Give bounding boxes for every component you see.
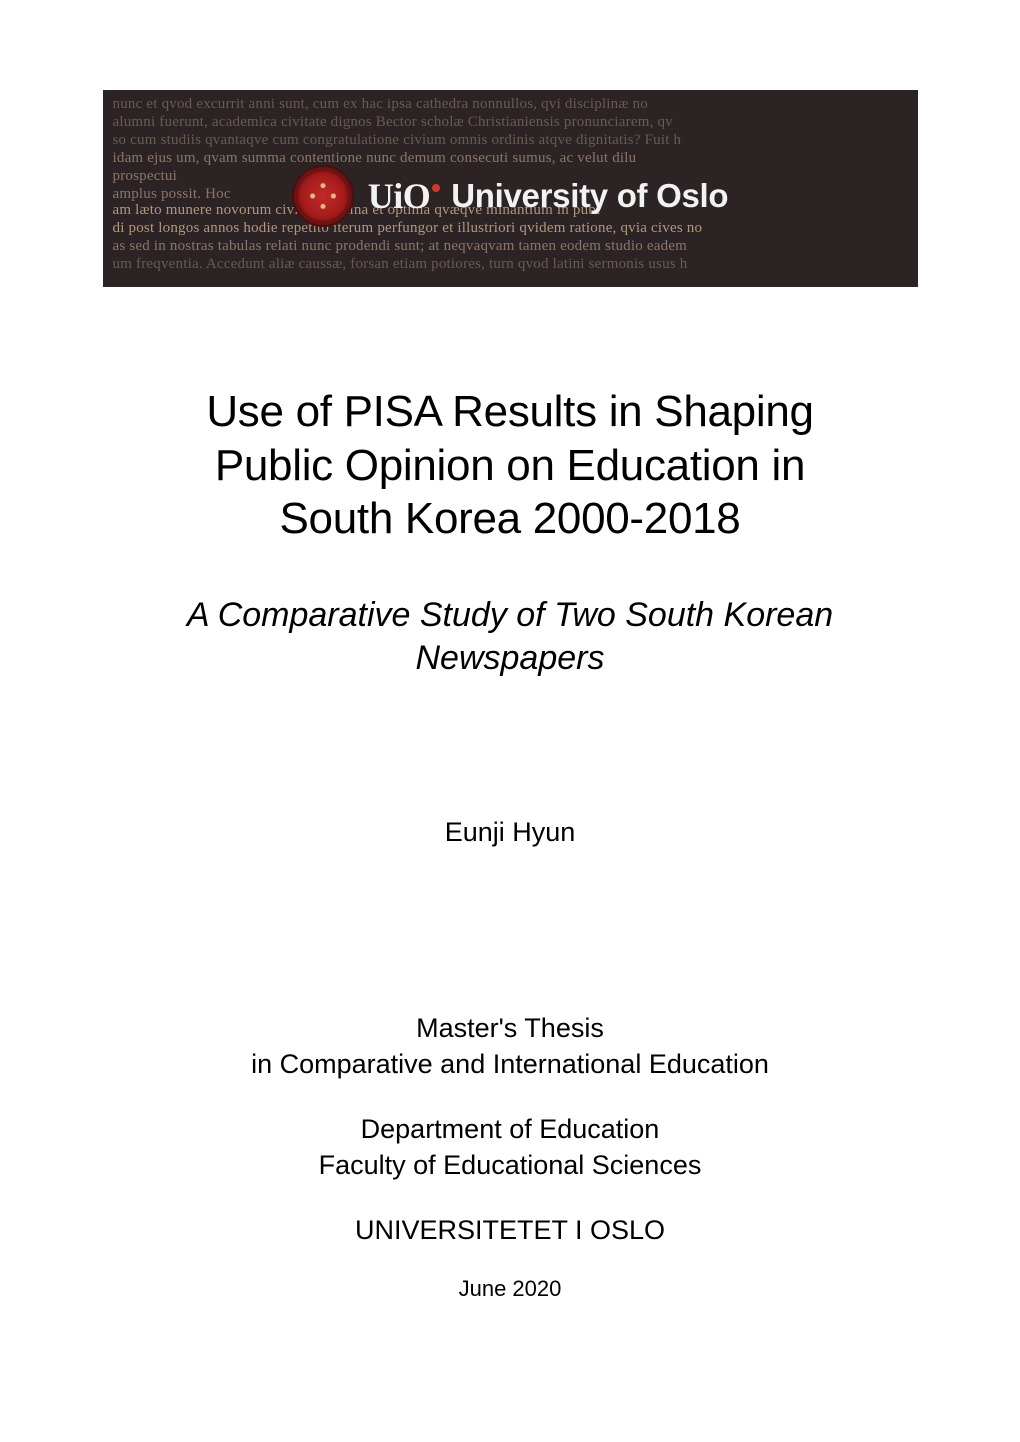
department: Department of Education xyxy=(251,1111,769,1147)
banner-latin-line: nunc et qvod excurrit anni sunt, cum ex … xyxy=(103,96,918,113)
thesis-title-page: nunc et qvod excurrit anni sunt, cum ex … xyxy=(0,0,1020,1442)
university-logo-row: UiO University of Oslo xyxy=(103,165,918,227)
banner-latin-line: um freqventia. Accedunt aliæ caussæ, for… xyxy=(103,256,918,273)
subtitle-line: Newspapers xyxy=(187,637,833,680)
thesis-title: Use of PISA Results in Shaping Public Op… xyxy=(206,385,813,546)
faculty: Faculty of Educational Sciences xyxy=(251,1147,769,1183)
university-name: University of Oslo xyxy=(451,177,728,215)
thesis-type: Master's Thesis xyxy=(251,1010,769,1046)
banner-latin-line: so cum studiis qvantaqve cum congratulat… xyxy=(103,132,918,149)
author-name: Eunji Hyun xyxy=(445,817,576,848)
uio-dot-icon xyxy=(432,184,440,192)
uio-logo-text: UiO University of Oslo xyxy=(368,175,729,217)
thesis-programme: in Comparative and International Educati… xyxy=(251,1046,769,1082)
university-banner: nunc et qvod excurrit anni sunt, cum ex … xyxy=(103,90,918,287)
title-line: Use of PISA Results in Shaping xyxy=(206,385,813,439)
uio-prefix: UiO xyxy=(368,175,431,217)
submission-date: June 2020 xyxy=(251,1276,769,1302)
spacer xyxy=(251,1248,769,1276)
title-line: Public Opinion on Education in xyxy=(206,439,813,493)
title-line: South Korea 2000-2018 xyxy=(206,492,813,546)
banner-latin-line: alumni fuerunt, academica civitate digno… xyxy=(103,114,918,131)
university-seal-icon xyxy=(292,165,354,227)
thesis-subtitle: A Comparative Study of Two South Korean … xyxy=(187,594,833,679)
banner-latin-line: as sed in nostras tabulas relati nunc pr… xyxy=(103,238,918,255)
spacer xyxy=(251,1184,769,1212)
thesis-meta: Master's Thesis in Comparative and Inter… xyxy=(251,1010,769,1302)
subtitle-line: A Comparative Study of Two South Korean xyxy=(187,594,833,637)
spacer xyxy=(251,1083,769,1111)
university-norwegian: UNIVERSITETET I OSLO xyxy=(251,1212,769,1248)
